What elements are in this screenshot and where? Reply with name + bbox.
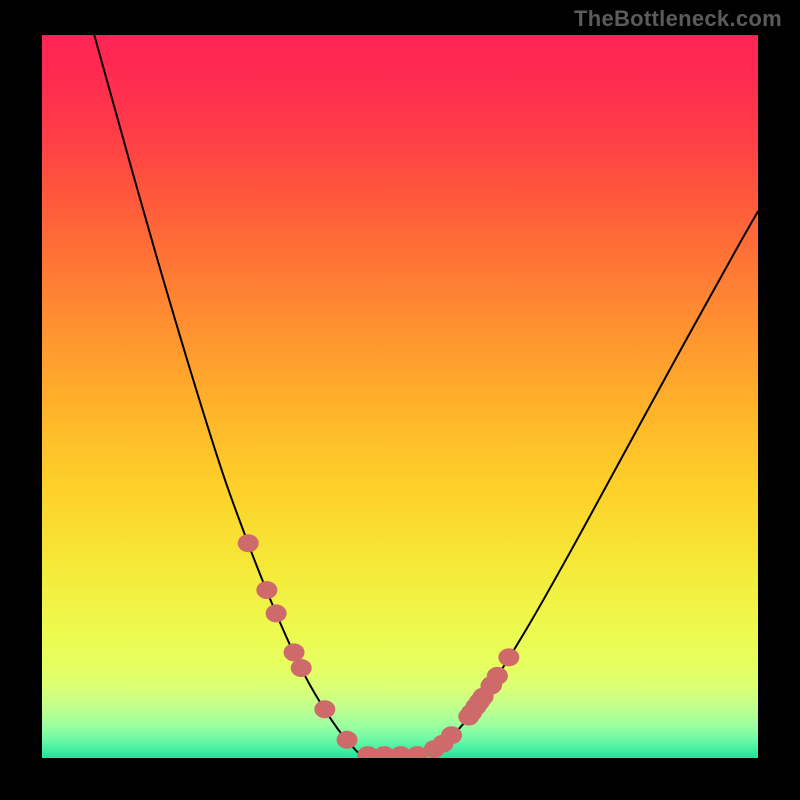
chart-frame: TheBottleneck.com (0, 0, 800, 800)
data-marker (337, 731, 358, 749)
gradient-background (42, 35, 758, 758)
data-marker (238, 534, 259, 552)
data-marker (469, 693, 490, 711)
bottleneck-chart (42, 35, 758, 758)
data-marker (441, 726, 462, 744)
data-marker (291, 659, 312, 677)
data-marker (314, 700, 335, 718)
data-marker (256, 581, 277, 599)
data-marker (266, 604, 287, 622)
data-marker (487, 667, 508, 685)
watermark-text: TheBottleneck.com (574, 6, 782, 32)
data-marker (498, 648, 519, 666)
data-marker (284, 643, 305, 661)
